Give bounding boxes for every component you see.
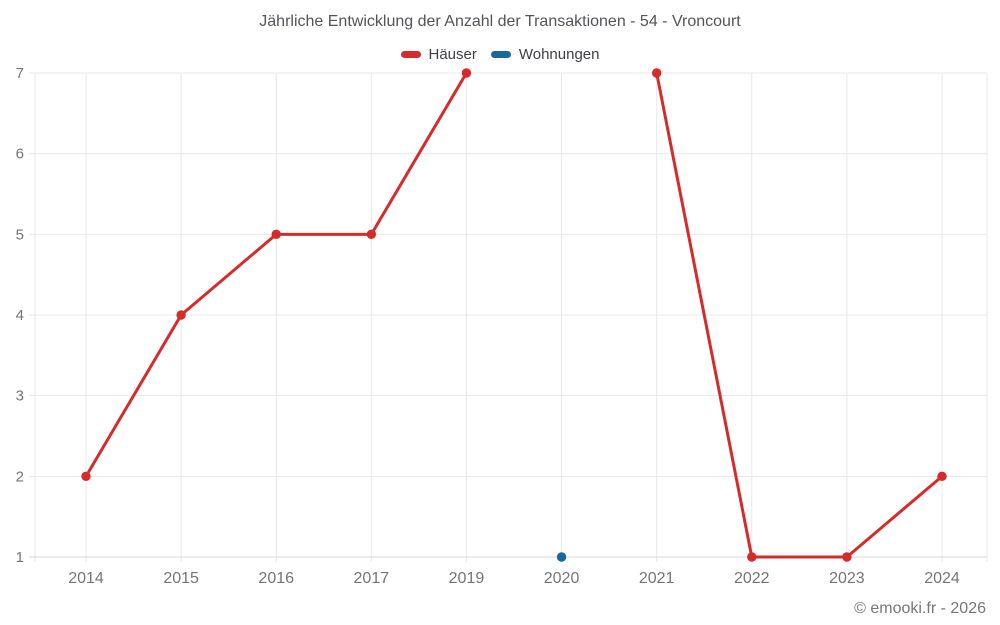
data-point-häuser-2016[interactable]: [271, 229, 281, 240]
data-point-häuser-2022[interactable]: [747, 552, 757, 562]
x-tick-label: 2019: [449, 570, 485, 587]
data-point-häuser-2023[interactable]: [842, 552, 852, 562]
data-point-häuser-2019[interactable]: [461, 68, 472, 78]
x-tick-label: 2016: [258, 570, 294, 587]
y-tick-label: 5: [16, 226, 24, 243]
copyright-footer: © emooki.fr - 2026: [854, 600, 986, 617]
x-tick-label: 2020: [544, 570, 580, 587]
data-point-häuser-2015[interactable]: [176, 310, 186, 320]
legend-label-hauser: Häuser: [428, 46, 477, 63]
data-point-wohnungen-2020[interactable]: [556, 552, 567, 562]
legend-label-wohnungen: Wohnungen: [518, 46, 600, 63]
hauser-series-marker-icon: [400, 51, 421, 58]
x-tick-label: 2015: [163, 570, 199, 587]
legend-item-wohnungen[interactable]: Wohnungen: [490, 46, 600, 63]
chart-title: Jährliche Entwicklung der Anzahl der Tra…: [259, 13, 741, 30]
y-tick-label: 6: [16, 146, 24, 163]
y-tick-label: 7: [16, 65, 24, 82]
data-point-häuser-2017[interactable]: [366, 229, 377, 240]
y-tick-label: 4: [16, 307, 24, 324]
x-tick-label: 2022: [734, 570, 770, 587]
data-point-häuser-2024[interactable]: [937, 471, 947, 482]
y-tick-label: 2: [16, 468, 24, 485]
wohnungen-series-marker-icon: [490, 51, 511, 58]
data-point-häuser-2021[interactable]: [651, 68, 662, 78]
legend: Häuser Wohnungen: [0, 46, 1000, 63]
x-tick-label: 2024: [924, 570, 960, 587]
x-tick-label: 2014: [68, 570, 104, 587]
x-tick-label: 2021: [639, 570, 675, 587]
y-tick-label: 1: [16, 549, 24, 566]
series-line-häuser: [655, 71, 944, 559]
x-tick-label: 2023: [829, 570, 865, 587]
x-tick-label: 2017: [354, 570, 390, 587]
y-tick-label: 3: [16, 388, 24, 405]
data-point-häuser-2014[interactable]: [81, 471, 91, 482]
legend-item-hauser[interactable]: Häuser: [400, 46, 477, 63]
